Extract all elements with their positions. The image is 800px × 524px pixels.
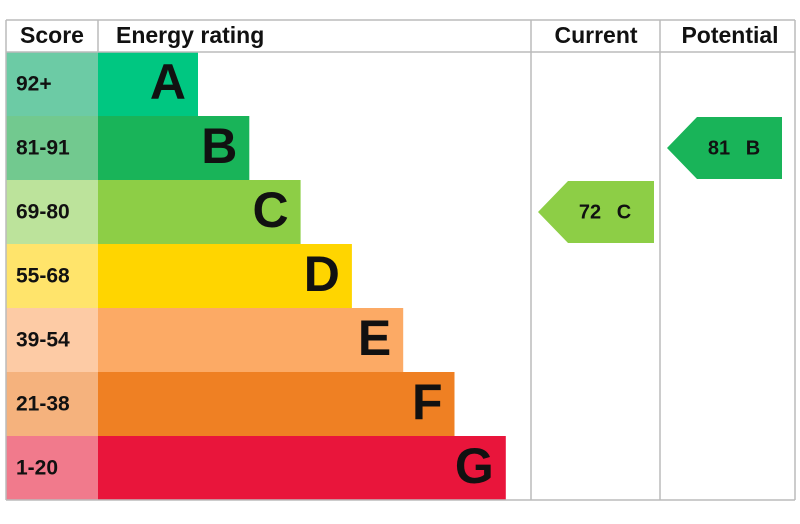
score-label: 21-38 bbox=[16, 393, 70, 416]
rating-letter: E bbox=[358, 310, 391, 366]
rating-bar bbox=[98, 244, 352, 308]
potential-value: 81 bbox=[708, 137, 730, 159]
rating-bar bbox=[98, 436, 506, 500]
current-letter: C bbox=[617, 201, 631, 223]
header-score: Score bbox=[20, 22, 84, 48]
header-potential: Potential bbox=[681, 22, 778, 48]
potential-letter: B bbox=[746, 137, 760, 159]
rating-bar bbox=[98, 52, 198, 116]
score-label: 1-20 bbox=[16, 457, 58, 480]
rating-bar bbox=[98, 116, 250, 180]
score-cell bbox=[6, 52, 98, 116]
rating-letter: A bbox=[150, 54, 186, 110]
rating-letter: F bbox=[412, 374, 443, 430]
current-value: 72 bbox=[579, 201, 601, 223]
score-cell bbox=[6, 180, 98, 244]
score-label: 55-68 bbox=[16, 265, 70, 288]
rating-letter: B bbox=[201, 118, 237, 174]
score-cell bbox=[6, 436, 98, 500]
rating-bar bbox=[98, 308, 404, 372]
rating-bar bbox=[98, 372, 455, 436]
score-cell bbox=[6, 116, 98, 180]
score-label: 39-54 bbox=[16, 329, 70, 352]
score-label: 69-80 bbox=[16, 201, 70, 224]
score-cell bbox=[6, 308, 98, 372]
rating-letter: C bbox=[252, 182, 288, 238]
score-label: 92+ bbox=[16, 73, 52, 96]
score-cell bbox=[6, 372, 98, 436]
header-rating: Energy rating bbox=[116, 22, 264, 48]
rating-letter: D bbox=[304, 246, 340, 302]
current-arrow bbox=[538, 181, 654, 243]
score-cell bbox=[6, 244, 98, 308]
potential-arrow bbox=[667, 117, 782, 179]
rating-letter: G bbox=[455, 438, 494, 494]
score-label: 81-91 bbox=[16, 137, 70, 160]
header-current: Current bbox=[554, 22, 637, 48]
rating-bar bbox=[98, 180, 301, 244]
rows: 92+ A 81-91 B 69-80 C 55-68 D 39-54 E 21-38 F 1-20 G 7… bbox=[5, 19, 796, 501]
